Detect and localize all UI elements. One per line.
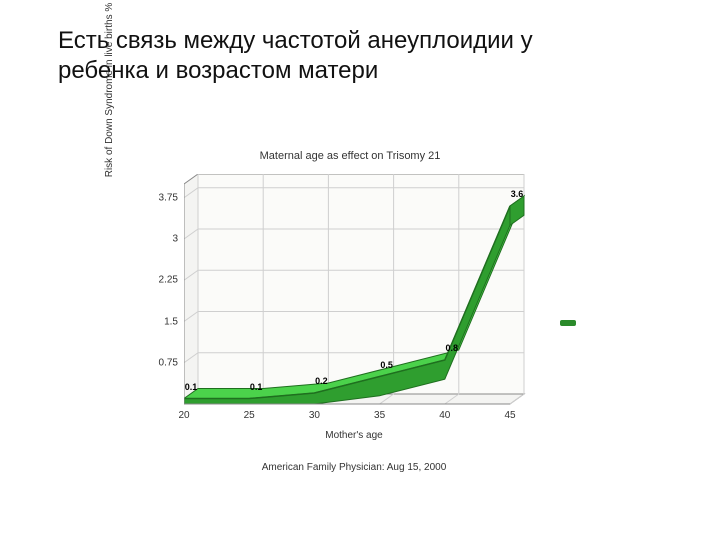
value-label: 3.6: [511, 189, 524, 199]
y-tick-label: 0.75: [159, 357, 178, 368]
slide-headline: Есть связь между частотой анеуплоидии у …: [58, 26, 618, 86]
value-label: 0.5: [380, 360, 393, 370]
y-axis-label: Risk of Down Syndrome in live births %: [104, 0, 115, 190]
y-tick-label: 2.25: [159, 275, 178, 286]
x-tick-label: 20: [178, 410, 189, 421]
y-tick-label: 3.75: [159, 192, 178, 203]
legend-swatch: [560, 320, 576, 326]
chart-container: Maternal age as effect on Trisomy 21 Ris…: [110, 150, 590, 490]
x-tick-label: 35: [374, 410, 385, 421]
chart-source: American Family Physician: Aug 15, 2000: [184, 462, 524, 473]
value-label: 0.1: [185, 382, 198, 392]
x-tick-label: 30: [309, 410, 320, 421]
x-tick-label: 45: [504, 410, 515, 421]
value-label: 0.8: [446, 343, 459, 353]
y-tick-label: 1.5: [164, 316, 178, 327]
x-tick-label: 40: [439, 410, 450, 421]
chart-plot-area: 0.751.52.2533.752025303540450.10.10.20.5…: [184, 174, 524, 404]
slide: Есть связь между частотой анеуплоидии у …: [0, 0, 720, 540]
chart-title: Maternal age as effect on Trisomy 21: [110, 150, 590, 162]
y-tick-label: 3: [172, 234, 178, 245]
x-axis-label: Mother's age: [184, 430, 524, 441]
value-label: 0.2: [315, 376, 328, 386]
value-label: 0.1: [250, 382, 263, 392]
x-tick-label: 25: [244, 410, 255, 421]
